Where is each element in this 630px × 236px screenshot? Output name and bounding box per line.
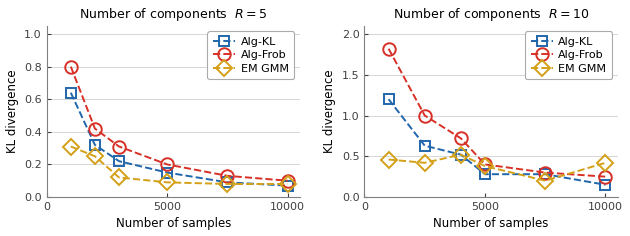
EM GMM [115, 176, 123, 179]
Alg-KL [457, 153, 465, 156]
Alg-Frob [224, 174, 231, 177]
Alg-KL [541, 173, 549, 176]
EM GMM [457, 153, 465, 156]
Title: Number of components  $R = 5$: Number of components $R = 5$ [79, 6, 267, 23]
Alg-Frob [481, 163, 489, 166]
Alg-KL [67, 91, 74, 94]
Line: Alg-Frob: Alg-Frob [64, 60, 294, 187]
Alg-Frob [163, 163, 171, 166]
Alg-KL [224, 181, 231, 184]
Alg-Frob [421, 114, 428, 117]
EM GMM [67, 145, 74, 148]
EM GMM [163, 181, 171, 184]
Alg-KL [602, 183, 609, 186]
Title: Number of components  $R = 10$: Number of components $R = 10$ [392, 6, 589, 23]
Alg-KL [115, 160, 123, 163]
Y-axis label: KL divergence: KL divergence [323, 70, 336, 153]
EM GMM [385, 158, 392, 161]
Line: Alg-KL: Alg-KL [384, 94, 610, 190]
Y-axis label: KL divergence: KL divergence [6, 70, 18, 153]
Alg-Frob [457, 137, 465, 140]
Alg-KL [421, 144, 428, 147]
Alg-Frob [284, 179, 292, 182]
Alg-KL [91, 143, 99, 146]
Legend: Alg-KL, Alg-Frob, EM GMM: Alg-KL, Alg-Frob, EM GMM [525, 31, 612, 79]
EM GMM [284, 183, 292, 185]
Alg-KL [284, 184, 292, 187]
Alg-Frob [385, 47, 392, 50]
EM GMM [224, 183, 231, 185]
EM GMM [91, 155, 99, 158]
X-axis label: Number of samples: Number of samples [433, 217, 549, 230]
Alg-KL [481, 173, 489, 176]
EM GMM [481, 165, 489, 168]
Alg-Frob [91, 127, 99, 130]
Alg-Frob [115, 145, 123, 148]
Alg-KL [385, 98, 392, 101]
Alg-Frob [67, 65, 74, 68]
Line: Alg-KL: Alg-KL [66, 88, 292, 190]
EM GMM [541, 179, 549, 182]
Alg-Frob [541, 171, 549, 174]
X-axis label: Number of samples: Number of samples [115, 217, 231, 230]
Line: EM GMM: EM GMM [66, 141, 293, 190]
EM GMM [602, 161, 609, 164]
Line: EM GMM: EM GMM [383, 149, 611, 186]
EM GMM [421, 161, 428, 164]
Alg-KL [163, 171, 171, 174]
Line: Alg-Frob: Alg-Frob [382, 42, 612, 183]
Alg-Frob [602, 175, 609, 178]
Legend: Alg-KL, Alg-Frob, EM GMM: Alg-KL, Alg-Frob, EM GMM [207, 31, 294, 79]
